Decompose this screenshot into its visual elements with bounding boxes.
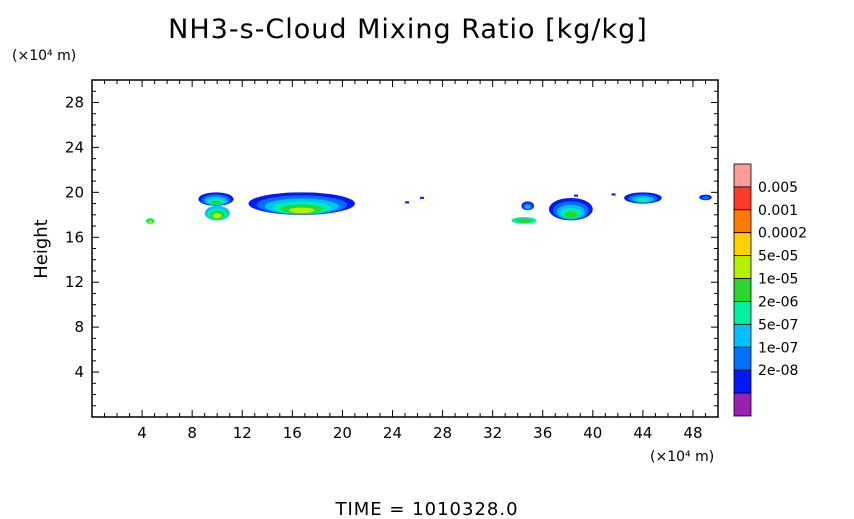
colorbar-swatch	[733, 255, 752, 279]
x-tick-label: 4	[137, 424, 147, 442]
x-tick-label: 8	[187, 424, 197, 442]
colorbar-swatch	[733, 209, 752, 234]
x-tick-label: 36	[533, 424, 552, 442]
colorbar-label: 0.0002	[758, 226, 807, 242]
x-tick-label: 44	[633, 424, 652, 442]
cloud-contour	[564, 211, 578, 218]
time-footer: TIME = 1010328.0	[334, 499, 518, 519]
cloud-region	[521, 201, 534, 211]
cloud-speck	[574, 194, 579, 197]
cloud-region	[145, 218, 155, 224]
colorbar-swatch	[733, 369, 752, 394]
colorbar-swatch	[733, 346, 752, 371]
cloud-region	[248, 192, 355, 215]
colorbar-swatch	[733, 323, 752, 348]
y-tick-label: 28	[65, 93, 84, 111]
x-unit-label: (×10⁴ m)	[650, 449, 714, 465]
colorbar-label: 1e-07	[758, 340, 798, 356]
y-tick-label: 16	[65, 228, 84, 246]
colorbar: 0.005 0.001 0.0002 5e-05 1e-05 2e-06 5e-07 1e-0…	[733, 163, 807, 417]
x-tick-label: 48	[683, 424, 702, 442]
cloud-speck	[611, 193, 616, 196]
cloud-region	[511, 217, 537, 224]
colorbar-label: 1e-05	[758, 272, 798, 288]
cloud-contour	[516, 218, 532, 223]
colorbar-label: 2e-08	[758, 363, 798, 379]
y-tick-label: 12	[65, 273, 84, 291]
cloud-contour	[524, 204, 531, 209]
cloud-region	[548, 197, 593, 221]
colorbar-swatch	[733, 186, 752, 211]
colorbar-swatch	[733, 392, 752, 417]
x-tick-label: 28	[433, 424, 452, 442]
y-unit-label: (×10⁴ m)	[12, 48, 76, 64]
y-tick-label: 24	[65, 138, 84, 156]
cloud-speck	[420, 196, 425, 199]
cloud-contour	[288, 207, 315, 214]
cloud-region	[204, 205, 230, 221]
x-tick-label: 16	[283, 424, 302, 442]
y-axis-label: Height	[31, 219, 52, 279]
cloud-contour	[701, 195, 710, 200]
colorbar-swatch	[733, 232, 752, 257]
cloud-contour	[210, 200, 221, 205]
x-tick-label: 24	[383, 424, 402, 442]
cloud-contour	[636, 198, 650, 202]
cloud-region	[699, 194, 712, 201]
cloud-field	[145, 192, 712, 224]
plot-frame	[91, 79, 719, 418]
cloud-speck	[405, 201, 409, 204]
colorbar-swatch	[733, 278, 752, 302]
colorbar-label: 0.001	[758, 203, 798, 219]
x-tick-label: 32	[483, 424, 502, 442]
cloud-contour	[212, 213, 222, 219]
x-tick-label: 40	[583, 424, 602, 442]
y-tick-label: 20	[65, 183, 84, 201]
colorbar-label: 2e-06	[758, 294, 798, 310]
colorbar-label: 0.005	[758, 180, 798, 196]
colorbar-swatch	[733, 301, 752, 325]
x-tick-label: 12	[233, 424, 252, 442]
y-tick-label: 4	[74, 363, 84, 381]
colorbar-swatch	[733, 163, 752, 188]
cloud-region	[624, 192, 662, 204]
x-tick-label: 20	[333, 424, 352, 442]
chart-title: NH3-s-Cloud Mixing Ratio [kg/kg]	[168, 14, 648, 45]
cloud-region	[198, 192, 234, 206]
colorbar-label: 5e-07	[758, 317, 798, 333]
y-tick-label: 8	[74, 318, 84, 336]
colorbar-label: 5e-05	[758, 249, 798, 265]
cloud-contour	[148, 220, 153, 223]
